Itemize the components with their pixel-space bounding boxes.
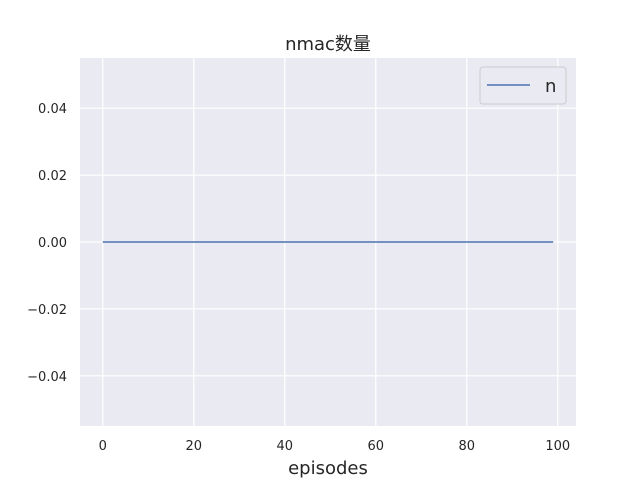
x-tick-label-5: 100 [545, 439, 570, 454]
chart-title: nmac数量 [285, 34, 371, 55]
x-tick-labels: 0 20 40 60 80 100 [99, 439, 571, 454]
x-tick-label-4: 80 [459, 439, 476, 454]
y-tick-label-4: −0.04 [27, 370, 67, 385]
y-tick-label-3: −0.02 [27, 303, 67, 318]
x-tick-label-1: 20 [185, 439, 202, 454]
legend: n [479, 66, 567, 105]
x-tick-label-3: 60 [368, 439, 385, 454]
y-tick-label-1: 0.02 [38, 169, 67, 184]
x-tick-label-0: 0 [99, 439, 107, 454]
x-axis-label: episodes [288, 458, 368, 479]
x-tick-label-2: 40 [276, 439, 293, 454]
y-tick-label-0: 0.04 [38, 102, 67, 117]
y-tick-labels: 0.04 0.02 0.00 −0.02 −0.04 [27, 102, 67, 385]
y-tick-label-2: 0.00 [38, 236, 67, 251]
legend-entry-n: n [545, 76, 556, 97]
